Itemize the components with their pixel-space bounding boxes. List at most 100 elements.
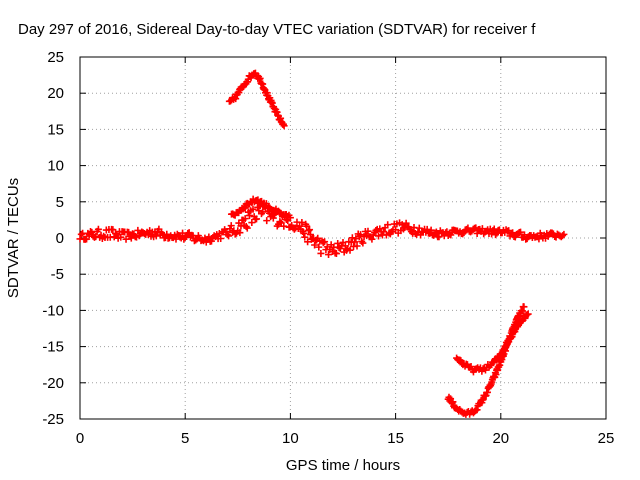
data-point — [152, 232, 160, 240]
data-point — [375, 232, 383, 240]
data-point — [402, 219, 410, 227]
data-point — [301, 233, 309, 241]
data-point — [353, 242, 361, 250]
data-point — [359, 239, 367, 247]
data-point — [432, 228, 440, 236]
data-point — [464, 224, 472, 232]
data-point — [490, 225, 498, 233]
x-tick-label: 15 — [387, 430, 404, 447]
data-point — [248, 219, 256, 227]
data-point — [88, 228, 96, 236]
data-point — [372, 226, 380, 234]
data-point — [122, 235, 130, 243]
data-point — [208, 237, 215, 245]
data-point — [346, 246, 354, 254]
data-point — [241, 204, 249, 212]
data-point — [94, 225, 102, 233]
y-tick-label: 0 — [56, 230, 64, 247]
data-point — [263, 217, 271, 225]
data-point — [280, 222, 288, 230]
data-point — [447, 231, 455, 239]
data-point — [155, 225, 163, 233]
data-point — [223, 231, 231, 239]
data-point — [317, 249, 325, 257]
data-point — [305, 227, 313, 235]
data-point — [269, 214, 277, 222]
data-point — [435, 233, 443, 241]
y-axis-label: SDTVAR / TECUs — [5, 178, 22, 298]
data-point — [431, 229, 439, 237]
axis-ticks — [79, 56, 607, 420]
x-axis-label: GPS time / hours — [286, 457, 400, 474]
data-point — [172, 235, 180, 243]
data-point — [306, 231, 314, 239]
data-point — [520, 303, 528, 311]
data-point — [304, 238, 312, 246]
x-tick-label: 5 — [181, 430, 189, 447]
data-point — [306, 226, 314, 234]
data-point — [225, 232, 233, 240]
data-point — [427, 226, 435, 234]
data-point — [352, 235, 360, 243]
data-point — [325, 251, 333, 259]
y-tick-label: 20 — [47, 85, 64, 102]
data-point — [249, 205, 257, 213]
data-point — [368, 235, 376, 243]
data-point — [399, 225, 407, 233]
data-point — [459, 230, 467, 238]
y-tick-label: -20 — [42, 375, 64, 392]
data-point — [315, 243, 323, 251]
data-point — [311, 241, 319, 249]
y-tick-label: 10 — [47, 158, 64, 175]
data-point — [83, 235, 91, 243]
data-point — [227, 222, 235, 230]
y-tick-label: 15 — [47, 121, 64, 138]
y-tick-label: -15 — [42, 339, 64, 356]
y-tick-label: -10 — [42, 302, 64, 319]
data-point — [357, 231, 365, 239]
data-point — [467, 363, 475, 371]
data-point — [236, 229, 244, 237]
data-point — [473, 229, 481, 237]
data-point — [245, 212, 253, 220]
data-point — [423, 225, 431, 233]
data-point — [253, 215, 261, 223]
data-point — [100, 232, 108, 240]
data-point — [560, 230, 568, 238]
data-point — [280, 122, 288, 130]
y-tick-label: 25 — [47, 49, 64, 66]
data-point — [364, 227, 372, 235]
data-point — [117, 233, 125, 241]
data-point — [125, 228, 133, 236]
data-point — [334, 239, 342, 247]
data-point — [87, 228, 95, 236]
x-tick-label: 20 — [492, 430, 509, 447]
data-point — [319, 239, 327, 247]
data-points — [76, 69, 568, 418]
data-point — [276, 218, 284, 226]
chart-title: Day 297 of 2016, Sidereal Day-to-day VTE… — [18, 21, 536, 38]
data-point — [559, 232, 567, 240]
data-point — [351, 238, 359, 246]
x-tick-label: 25 — [598, 430, 615, 447]
data-point — [296, 222, 304, 230]
data-point — [243, 224, 251, 232]
data-point — [517, 228, 525, 236]
data-point — [524, 310, 532, 318]
data-point — [286, 214, 294, 222]
data-point — [298, 218, 306, 226]
data-point — [259, 208, 267, 216]
data-point — [163, 230, 171, 238]
y-tick-label: -25 — [42, 411, 64, 428]
data-point — [241, 215, 249, 223]
y-tick-labels: 25 20 15 10 5 0 -5 -10 -15 -20 -25 — [42, 49, 64, 428]
y-tick-label: -5 — [51, 266, 64, 283]
x-tick-label: 10 — [282, 430, 299, 447]
data-point — [300, 229, 308, 237]
data-point — [127, 234, 135, 242]
data-point — [217, 235, 225, 242]
data-point — [321, 238, 329, 246]
data-point — [262, 200, 270, 208]
data-point — [109, 226, 117, 234]
